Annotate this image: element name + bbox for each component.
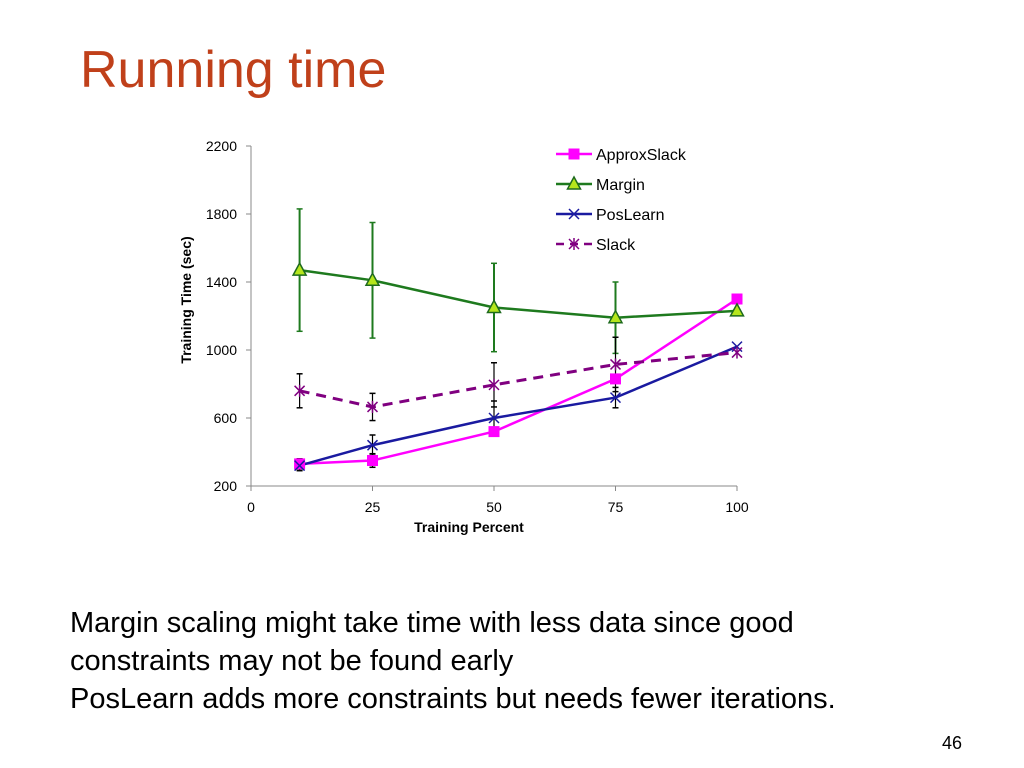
marker-x — [609, 392, 622, 404]
marker-triangle — [729, 302, 745, 317]
y-axis-label: Training Time (sec) — [178, 236, 194, 363]
marker-x-stroke — [488, 412, 500, 424]
body-line: constraints may not be found early — [70, 645, 514, 677]
marker-star — [366, 400, 379, 413]
legend-item: ApproxSlack — [556, 147, 687, 164]
slide-body: Margin scaling might take time with less… — [70, 604, 1010, 718]
slide-title: Running time — [80, 41, 387, 99]
marker-star — [488, 378, 500, 391]
chart-legend: ApproxSlack Margin PosLearn Slack — [556, 147, 687, 254]
legend-item: Margin — [556, 175, 645, 194]
marker-triangle — [291, 261, 308, 276]
x-tick-label: 50 — [486, 499, 502, 515]
chart-axes: 200 600 1000 1400 1800 2200 0 25 50 75 100 Training… — [178, 138, 749, 535]
marker-x-stroke — [294, 460, 306, 472]
x-tick-label: 75 — [608, 499, 624, 515]
x-tick-label: 0 — [247, 499, 255, 515]
marker-square — [294, 458, 306, 470]
marker-star — [568, 238, 580, 250]
marker-x — [366, 439, 379, 451]
marker-x — [488, 412, 500, 424]
series-lines — [299, 268, 738, 467]
legend-item: Slack — [556, 237, 636, 254]
marker-triangle — [486, 298, 502, 314]
marker-x — [568, 208, 580, 220]
x-axis-label: Training Percent — [414, 519, 524, 535]
y-tick-label: 1800 — [206, 206, 237, 222]
x-tick-label: 100 — [725, 499, 749, 515]
legend-label: Slack — [596, 237, 636, 254]
legend-label: PosLearn — [596, 207, 665, 224]
marker-star — [609, 358, 622, 371]
marker-star — [294, 384, 306, 397]
legend-label: ApproxSlack — [596, 147, 687, 164]
legend-item: PosLearn — [556, 207, 665, 224]
page-number: 46 — [942, 733, 963, 753]
marker-triangle — [364, 271, 381, 287]
y-tick-label: 200 — [214, 478, 238, 494]
body-line: PosLearn adds more constraints but needs… — [70, 683, 836, 715]
marker-triangle — [607, 309, 624, 324]
marker-triangle — [566, 175, 582, 190]
marker-x-stroke — [609, 392, 622, 404]
marker-star — [731, 346, 743, 359]
y-tick-label: 600 — [214, 410, 238, 426]
marker-x-stroke — [366, 439, 379, 451]
x-tick-label: 25 — [365, 499, 381, 515]
y-tick-label: 1000 — [206, 342, 237, 358]
series-markers — [291, 261, 745, 472]
body-line: Margin scaling might take time with less… — [70, 607, 794, 639]
series-line-poslearn — [299, 345, 738, 467]
y-tick-label: 1400 — [206, 274, 237, 290]
series-line-margin — [299, 268, 738, 319]
marker-square — [568, 148, 580, 160]
series-line-slack — [299, 351, 738, 409]
marker-square — [488, 426, 500, 438]
y-tick-label: 2200 — [206, 138, 237, 154]
marker-square — [367, 455, 378, 466]
marker-x-stroke — [568, 208, 580, 220]
marker-x — [294, 460, 306, 472]
legend-label: Margin — [596, 177, 645, 194]
marker-square — [610, 373, 621, 385]
